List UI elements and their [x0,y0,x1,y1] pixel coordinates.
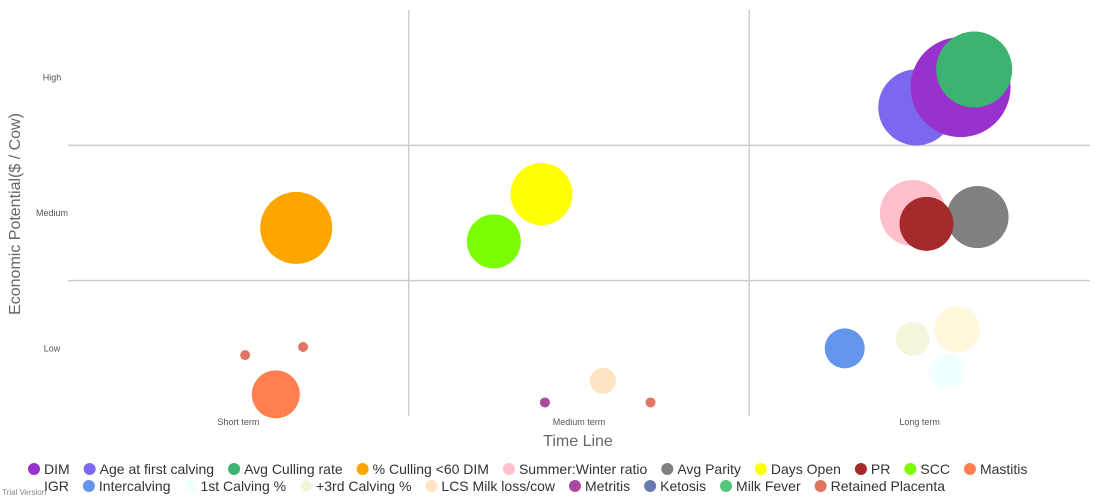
legend-marker [661,463,674,475]
legend-marker [356,463,369,475]
legend-entry[interactable]: SCC [920,461,950,477]
bubble-mastitis[interactable] [251,370,300,419]
trial-version-label: Trial Version [2,488,46,497]
legend-marker [720,480,733,492]
legend-entry[interactable]: Retained Placenta [831,478,946,494]
legend: DIM Age at first calving Avg Culling rate%… [28,461,1027,494]
bubble-scc[interactable] [466,214,521,269]
legend-marker [300,480,313,492]
bubble--3rd-calving-[interactable] [895,321,930,356]
y-tick-label: Low [44,343,61,353]
legend-entry[interactable]: Days Open [771,461,841,477]
legend-marker [184,480,197,492]
bubble-avg-parity[interactable] [946,186,1009,249]
bubble-avg-culling-rate[interactable] [936,31,1013,108]
bubble-metritis[interactable] [539,397,550,408]
x-tick-label: Short term [217,417,259,427]
legend-marker [854,463,867,475]
bubble-unlabeled[interactable] [934,306,981,353]
legend-entry[interactable]: Summer:Winter ratio [519,461,648,477]
legend-marker [82,480,95,492]
legend-marker [754,463,767,475]
legend-entry[interactable]: Milk Fever [736,478,801,494]
tick-labels: Short term Medium term Long term Low Medium H… [36,73,940,427]
bubble-pr[interactable] [899,196,954,251]
grid-lines [68,10,1090,416]
bubble-layer [240,31,1013,419]
y-tick-label: Medium [36,208,68,218]
legend-entry[interactable]: Ketosis [660,478,706,494]
legend-entry[interactable]: +3rd Calving % [316,478,411,494]
legend-marker [83,463,96,475]
bubble-days-open[interactable] [510,163,573,226]
legend-marker [904,463,917,475]
legend-entry[interactable]: Age at first calving [100,461,214,477]
bubble-lcs-milk-loss-cow[interactable] [589,367,616,394]
legend-marker [963,463,976,475]
bubble-1st-calving-[interactable] [928,353,965,390]
legend-marker [502,463,515,475]
legend-entry[interactable]: LCS Milk loss/cow [441,478,555,494]
bubble-intercalving[interactable] [824,328,865,369]
legend-entry[interactable]: PR [871,461,890,477]
bubble-retained-placenta[interactable] [645,397,656,408]
legend-entry[interactable]: Intercalving [99,478,171,494]
legend-entry[interactable]: Avg Parity [677,461,741,477]
legend-marker [425,480,438,492]
legend-entry[interactable]: Metritis [585,478,630,494]
bubble-retained-placenta[interactable] [240,350,251,361]
legend-entry[interactable]: 1st Calving % [200,478,286,494]
legend-marker [228,463,241,475]
bubble-retained-placenta[interactable] [298,341,309,352]
x-axis-title: Time Line [543,433,613,450]
y-tick-label: High [43,73,62,83]
legend-marker [569,480,581,492]
legend-entry[interactable]: DIM [44,461,70,477]
legend-marker [28,463,40,475]
y-axis-title: Economic Potential($ / Cow) [7,113,24,315]
legend-marker [814,480,827,492]
legend-entry[interactable]: % Culling <60 DIM [373,461,489,477]
bubble--culling-60-dim[interactable] [260,191,333,264]
legend-marker [644,480,657,492]
legend-marker [28,480,40,492]
legend-entry[interactable]: Avg Culling rate [244,461,343,477]
legend-entry[interactable]: IGR [44,478,69,494]
x-tick-label: Medium term [553,417,606,427]
legend-entry[interactable]: Mastitis [980,461,1027,477]
x-tick-label: Long term [899,417,940,427]
